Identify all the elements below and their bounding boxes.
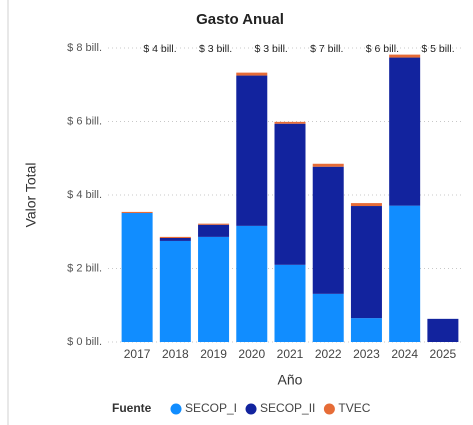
bar-segment (236, 72, 268, 76)
x-tick-label: 2022 (315, 347, 342, 361)
x-tick-label: 2020 (238, 347, 265, 361)
legend-marker (245, 403, 257, 415)
legend-label: TVEC (338, 401, 370, 415)
bar-segment (159, 237, 191, 241)
total-label: $ 4 bill. (143, 43, 176, 55)
bar-segment (427, 318, 459, 342)
total-label: $ 3 bill. (199, 43, 232, 55)
bar-segment (159, 240, 191, 342)
x-tick-label: 2023 (353, 347, 380, 361)
total-label: $ 7 bill. (310, 43, 343, 55)
legend-title: Fuente (112, 401, 152, 415)
bar-segment (389, 205, 421, 342)
y-tick-label: $ 0 bill. (67, 336, 102, 348)
bar-segment (121, 211, 153, 214)
x-tick-label: 2024 (391, 347, 418, 361)
bar-segment (389, 54, 421, 58)
total-label: $ 3 bill. (255, 43, 288, 55)
bar-segment (198, 224, 230, 237)
bar-segment (198, 236, 230, 342)
x-tick-label: 2017 (124, 347, 151, 361)
bar-segment (236, 75, 268, 226)
total-label: $ 5 bill. (421, 43, 454, 55)
bar-segment (121, 213, 153, 342)
bar-segment (274, 264, 306, 342)
x-tick-label: 2025 (430, 347, 457, 361)
total-label: $ 6 bill. (366, 43, 399, 55)
bar-segment (274, 121, 306, 124)
bar-segment (312, 293, 344, 342)
y-tick-label: $ 8 bill. (67, 42, 102, 54)
bar-segment (274, 123, 306, 265)
legend-marker (170, 403, 182, 415)
x-tick-label: 2019 (200, 347, 227, 361)
y-tick-label: $ 4 bill. (67, 189, 102, 201)
chart-title: Gasto Anual (196, 11, 284, 28)
legend-label: SECOP_I (185, 401, 237, 415)
bar-segment (389, 57, 421, 206)
x-axis-label: Año (278, 372, 303, 388)
bar-segment (198, 223, 230, 225)
bar-segment (312, 166, 344, 294)
bar-segment (350, 203, 382, 207)
bar-segment (159, 236, 191, 238)
legend-label: SECOP_II (260, 401, 315, 415)
x-tick-label: 2021 (277, 347, 304, 361)
y-tick-label: $ 6 bill. (67, 115, 102, 127)
bar-segment (236, 225, 268, 342)
x-tick-label: 2018 (162, 347, 189, 361)
bar-segment (350, 318, 382, 342)
bar-segment (312, 163, 344, 167)
y-axis-label: Valor Total (23, 163, 39, 228)
bar-segment (350, 206, 382, 319)
legend-marker (323, 403, 335, 415)
y-tick-label: $ 2 bill. (67, 262, 102, 274)
